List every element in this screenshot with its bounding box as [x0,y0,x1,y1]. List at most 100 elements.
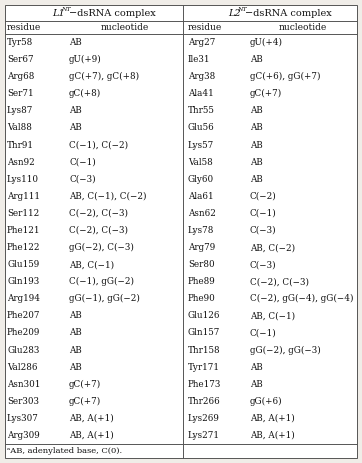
Text: Thr91: Thr91 [7,141,34,150]
Text: Asn92: Asn92 [7,157,35,167]
Text: Phe121: Phe121 [7,226,41,235]
Text: Phe89: Phe89 [188,277,216,286]
Text: Thr158: Thr158 [188,345,220,355]
Text: gG(−1), gG(−2): gG(−1), gG(−2) [69,294,140,303]
Text: AB: AB [69,106,82,115]
Text: AB: AB [250,157,263,167]
Text: AB: AB [69,345,82,355]
Text: C(−2), gG(−4), gG(−4): C(−2), gG(−4), gG(−4) [250,294,354,303]
Text: AB, A(+1): AB, A(+1) [250,414,295,423]
Text: Glu126: Glu126 [188,312,220,320]
Text: gC(+7), gC(+8): gC(+7), gC(+8) [69,72,139,81]
Text: C(−2), C(−3): C(−2), C(−3) [250,277,309,286]
Text: AB: AB [69,328,82,338]
Text: Ser80: Ser80 [188,260,215,269]
Text: Phe90: Phe90 [188,294,216,303]
Text: −dsRNA complex: −dsRNA complex [69,8,156,18]
Text: Phe122: Phe122 [7,243,41,252]
Text: NT: NT [62,7,71,13]
Text: gC(+6), gG(+7): gC(+6), gG(+7) [250,72,320,81]
Text: Ser67: Ser67 [7,55,34,64]
Text: Thr266: Thr266 [188,397,221,406]
Text: gG(+6): gG(+6) [250,397,283,406]
Text: Lys269: Lys269 [188,414,220,423]
Text: AB: AB [69,363,82,372]
Text: Gln157: Gln157 [188,328,220,338]
Text: C(−2), C(−3): C(−2), C(−3) [69,209,128,218]
Text: residue: residue [188,23,222,32]
Text: AB: AB [69,312,82,320]
Text: C(−1): C(−1) [250,209,277,218]
Text: C(−1), C(−2): C(−1), C(−2) [69,141,128,150]
Text: AB: AB [250,175,263,184]
Text: AB, A(+1): AB, A(+1) [250,431,295,440]
Text: Phe207: Phe207 [7,312,41,320]
Text: nucleotide: nucleotide [278,23,327,32]
Text: Arg38: Arg38 [188,72,215,81]
Text: AB: AB [250,380,263,389]
Text: C(−2): C(−2) [250,192,277,201]
Text: Phe173: Phe173 [188,380,222,389]
Text: Val88: Val88 [7,124,32,132]
Text: Glu283: Glu283 [7,345,39,355]
Text: C(−3): C(−3) [250,260,277,269]
Text: AB, A(+1): AB, A(+1) [69,431,114,440]
Text: Ser303: Ser303 [7,397,39,406]
Text: C(−1), gG(−2): C(−1), gG(−2) [69,277,134,286]
Text: Ile31: Ile31 [188,55,210,64]
Text: ᵃAB, adenylated base, C(0).: ᵃAB, adenylated base, C(0). [7,447,122,455]
Text: gG(−2), C(−3): gG(−2), C(−3) [69,243,134,252]
Text: −dsRNA complex: −dsRNA complex [245,8,332,18]
Text: Asn62: Asn62 [188,209,216,218]
Text: Tyr171: Tyr171 [188,363,220,372]
Text: AB, C(−1): AB, C(−1) [69,260,114,269]
Text: AB: AB [250,141,263,150]
Text: gC(+8): gC(+8) [69,89,101,98]
Text: Lys57: Lys57 [188,141,214,150]
Text: Glu159: Glu159 [7,260,39,269]
Text: AB: AB [250,106,263,115]
Text: gU(+4): gU(+4) [250,38,283,47]
Text: gG(−2), gG(−3): gG(−2), gG(−3) [250,345,321,355]
Text: L2: L2 [228,8,241,18]
Text: Arg68: Arg68 [7,72,34,81]
Text: Arg27: Arg27 [188,38,215,47]
Text: gC(+7): gC(+7) [69,380,101,389]
Text: C(−3): C(−3) [250,226,277,235]
Text: AB, C(−2): AB, C(−2) [250,243,295,252]
Text: Val286: Val286 [7,363,38,372]
Text: AB: AB [250,55,263,64]
Text: gU(+9): gU(+9) [69,55,102,64]
Text: Arg309: Arg309 [7,431,40,440]
Text: gC(+7): gC(+7) [250,89,282,98]
Text: Ala41: Ala41 [188,89,214,98]
Text: AB: AB [250,124,263,132]
Text: Glu56: Glu56 [188,124,215,132]
Text: C(−2), C(−3): C(−2), C(−3) [69,226,128,235]
Text: Val58: Val58 [188,157,213,167]
Text: Lys271: Lys271 [188,431,220,440]
Text: Gln193: Gln193 [7,277,39,286]
Text: NT: NT [237,7,247,13]
Text: Phe209: Phe209 [7,328,41,338]
Text: Ser71: Ser71 [7,89,34,98]
Text: AB, C(−1), C(−2): AB, C(−1), C(−2) [69,192,147,201]
Text: C(−1): C(−1) [250,328,277,338]
Text: Gly60: Gly60 [188,175,214,184]
Text: L1: L1 [52,8,65,18]
Text: C(−3): C(−3) [69,175,96,184]
Text: Ser112: Ser112 [7,209,39,218]
Text: Tyr58: Tyr58 [7,38,33,47]
Text: AB, C(−1): AB, C(−1) [250,312,295,320]
Text: residue: residue [7,23,41,32]
Text: Lys78: Lys78 [188,226,214,235]
Text: nucleotide: nucleotide [101,23,149,32]
Text: Asn301: Asn301 [7,380,41,389]
Text: AB, A(+1): AB, A(+1) [69,414,114,423]
Text: AB: AB [69,38,82,47]
Text: Ala61: Ala61 [188,192,214,201]
Text: AB: AB [69,124,82,132]
Text: Lys307: Lys307 [7,414,39,423]
Text: Lys87: Lys87 [7,106,33,115]
Text: gC(+7): gC(+7) [69,397,101,406]
